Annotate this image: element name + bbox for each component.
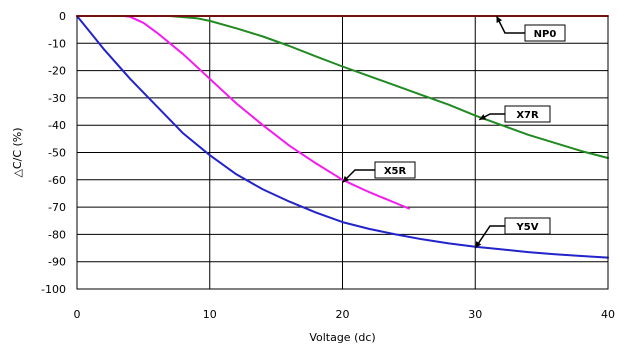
callout-box-x7r <box>504 105 551 123</box>
y-tick-label: -60 <box>48 174 66 187</box>
y-tick-label: -30 <box>48 92 66 105</box>
y-tick-label: -90 <box>48 256 66 269</box>
x-axis-label: Voltage (dc) <box>309 331 375 344</box>
callout-label-x7r: X7R <box>516 110 539 121</box>
callout-x7r: X7R <box>478 105 551 123</box>
x-tick-label: 20 <box>336 308 350 321</box>
y-tick-label: -10 <box>48 37 66 50</box>
callout-arrowhead-x7r <box>479 114 487 120</box>
callout-box-np0 <box>524 24 566 42</box>
y-tick-label: -80 <box>48 228 66 241</box>
series-line-x5r <box>76 15 410 210</box>
series-callouts: NP0 X7R X5R Y5V <box>341 15 566 249</box>
callout-box-x5r <box>374 161 416 179</box>
plot-frame <box>76 15 609 290</box>
series-line-x7r <box>76 15 609 159</box>
y-tick-label: -70 <box>48 201 66 214</box>
callout-box-y5v <box>504 217 551 235</box>
y-tick-label: -20 <box>48 65 66 78</box>
x-tick-label: 10 <box>203 308 217 321</box>
callout-label-np0: NP0 <box>534 29 557 40</box>
series-line-y5v <box>76 15 609 259</box>
y-tick-label: 0 <box>59 10 66 23</box>
x-tick-label: 0 <box>74 308 81 321</box>
callout-y5v: Y5V <box>474 217 551 249</box>
y-tick-label: -50 <box>48 147 66 160</box>
callout-arrowhead-y5v <box>475 241 482 249</box>
x-tick-labels: 0 10 20 30 40 <box>74 308 616 321</box>
callout-arrow-line-y5v <box>474 225 505 249</box>
y-tick-label: -40 <box>48 119 66 132</box>
callout-arrowhead-np0 <box>496 16 503 23</box>
y-axis-label: △C/C (%) <box>11 127 24 177</box>
callout-np0: NP0 <box>495 15 566 42</box>
y-tick-label: -100 <box>41 283 66 296</box>
callout-label-x5r: X5R <box>384 166 407 177</box>
callout-x5r: X5R <box>341 161 416 184</box>
x-tick-label: 40 <box>601 308 615 321</box>
x-tick-label: 30 <box>468 308 482 321</box>
callout-arrow-line-np0 <box>495 15 525 34</box>
callout-label-y5v: Y5V <box>516 222 539 233</box>
callout-arrowhead-x5r <box>342 175 350 183</box>
y-tick-labels: 0 -10 -20 -30 -40 -50 -60 -70 -80 -90 -100 <box>41 10 66 296</box>
